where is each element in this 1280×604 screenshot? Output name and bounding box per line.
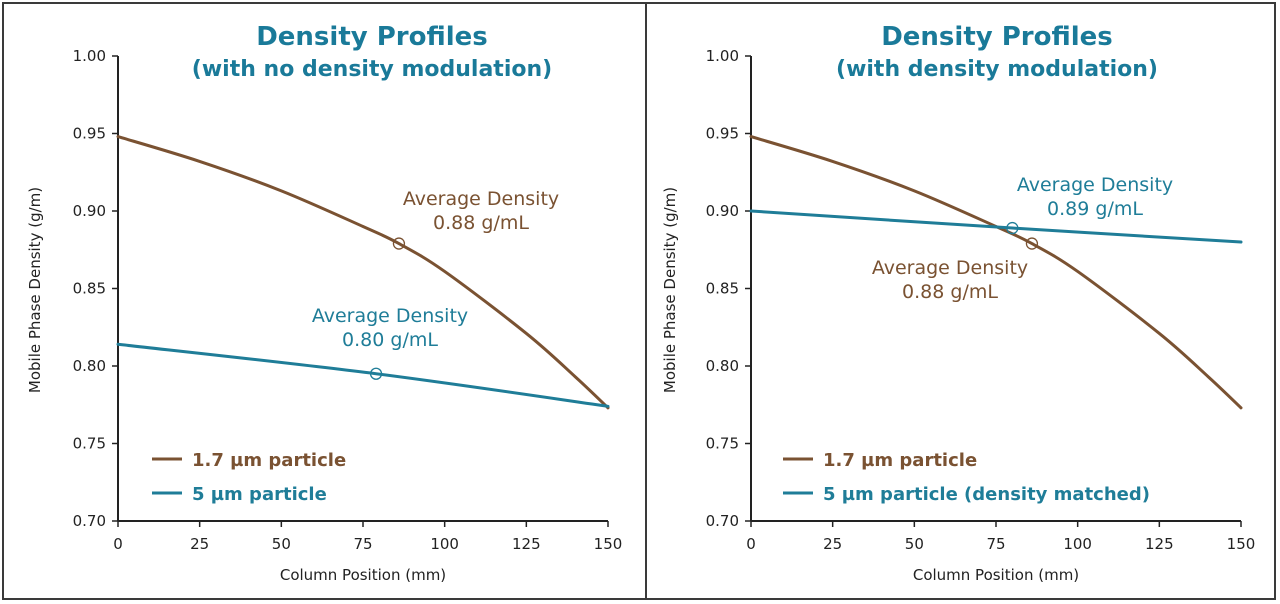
average-density-marker [369, 367, 383, 380]
x-axis-label: Column Position (mm) [913, 566, 1079, 584]
y-tick-label: 0.70 [706, 512, 739, 530]
legend-label: 5 µm particle (density matched) [823, 484, 1150, 505]
chart-subtitle: (with density modulation) [836, 57, 1158, 82]
x-tick-label: 0 [746, 535, 756, 553]
average-density-marker [392, 237, 406, 250]
y-tick-label: 0.70 [73, 512, 106, 530]
x-tick-label: 100 [430, 535, 459, 553]
average-density-annotation: Average Density 0.88 g/mL [872, 257, 1028, 303]
series-line-teal [116, 342, 610, 408]
y-tick-label: 0.90 [706, 202, 739, 220]
y-tick-label: 0.85 [73, 280, 106, 298]
x-tick-label: 150 [1227, 535, 1256, 553]
series-line-teal [749, 209, 1243, 244]
y-tick-label: 0.85 [706, 280, 739, 298]
chart-right: Density Profiles (with density modulation… [661, 22, 1256, 584]
y-tick-label: 0.75 [73, 435, 106, 453]
x-tick-label: 75 [986, 535, 1005, 553]
legend-label: 5 µm particle [192, 484, 327, 505]
average-density-annotation: Average Density 0.88 g/mL [403, 188, 559, 234]
x-tick-label: 125 [1145, 535, 1174, 553]
annotation-label: Average Density [872, 257, 1028, 279]
annotation-label: Average Density [312, 305, 468, 327]
average-density-annotation: Average Density 0.80 g/mL [312, 305, 468, 351]
panel-divider [645, 2, 647, 600]
y-tick-label: 0.95 [706, 125, 739, 143]
series-line-brown [749, 135, 1243, 410]
y-tick-label: 0.90 [73, 202, 106, 220]
average-density-annotation: Average Density 0.89 g/mL [1017, 174, 1173, 220]
y-tick-label: 0.80 [706, 357, 739, 375]
annotation-label: Average Density [403, 188, 559, 210]
annotation-value: 0.89 g/mL [1047, 198, 1143, 220]
series-line-brown [116, 135, 610, 410]
y-tick-label: 1.00 [73, 47, 106, 65]
x-tick-label: 75 [353, 535, 372, 553]
legend-label: 1.7 µm particle [192, 450, 346, 471]
x-axis-label: Column Position (mm) [280, 566, 446, 584]
x-tick-label: 0 [113, 535, 123, 553]
y-tick-label: 0.75 [706, 435, 739, 453]
annotation-value: 0.80 g/mL [342, 329, 438, 351]
x-tick-label: 50 [905, 535, 924, 553]
y-tick-label: 0.80 [73, 357, 106, 375]
chart-title: Density Profiles [256, 22, 488, 52]
average-density-marker [1025, 237, 1039, 250]
annotation-label: Average Density [1017, 174, 1173, 196]
annotation-value: 0.88 g/mL [902, 281, 998, 303]
x-tick-label: 125 [512, 535, 541, 553]
chart-subtitle: (with no density modulation) [192, 57, 552, 82]
average-density-marker [1006, 221, 1019, 235]
x-tick-label: 150 [594, 535, 623, 553]
x-tick-label: 25 [823, 535, 842, 553]
annotation-value: 0.88 g/mL [433, 212, 529, 234]
legend-label: 1.7 µm particle [823, 450, 977, 471]
chart-left: Density Profiles (with no density modulat… [26, 22, 623, 584]
y-tick-label: 0.95 [73, 125, 106, 143]
chart-title: Density Profiles [881, 22, 1113, 52]
y-axis-label: Mobile Phase Density (g/m) [26, 187, 44, 393]
y-tick-label: 1.00 [706, 47, 739, 65]
y-axis-label: Mobile Phase Density (g/m) [661, 187, 679, 393]
x-tick-label: 25 [190, 535, 209, 553]
x-tick-label: 50 [272, 535, 291, 553]
x-tick-label: 100 [1063, 535, 1092, 553]
